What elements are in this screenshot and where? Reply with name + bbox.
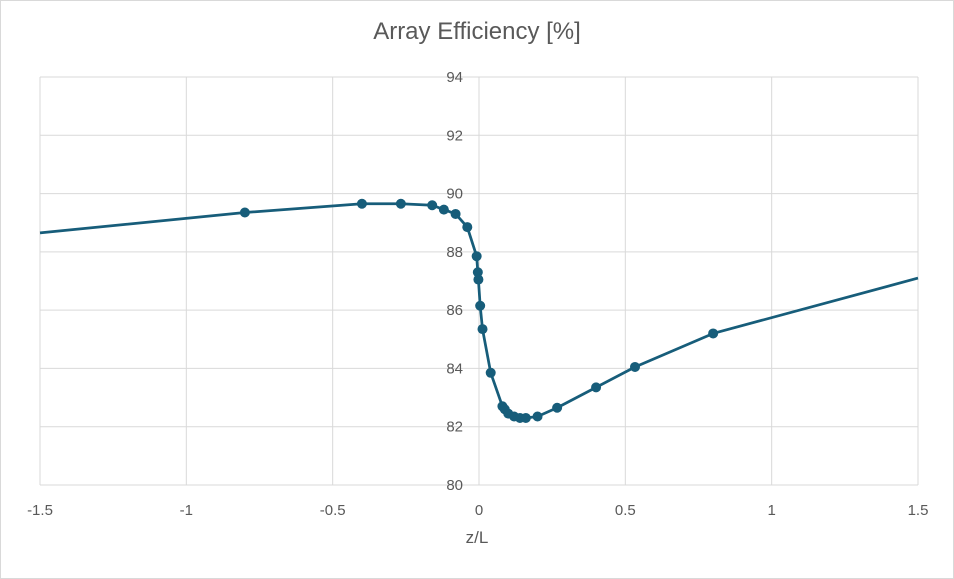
data-point-marker <box>438 204 449 215</box>
x-axis-title: z/L <box>465 528 489 547</box>
x-tick-label: -1 <box>180 502 193 519</box>
y-tick-label: 82 <box>446 419 463 436</box>
data-point-marker <box>532 411 543 422</box>
y-tick-label: 86 <box>446 302 463 319</box>
data-point-marker <box>520 412 531 423</box>
data-point-marker <box>356 198 367 209</box>
data-point-marker <box>427 200 438 211</box>
horizontal-gridlines <box>40 76 918 486</box>
data-point-marker <box>472 267 483 278</box>
data-point-marker <box>485 367 496 378</box>
chart-title: Array Efficiency [%] <box>373 18 581 45</box>
y-tick-label: 92 <box>446 127 463 144</box>
data-point-marker <box>475 300 486 311</box>
series-efficiency <box>39 198 919 423</box>
y-tick-label: 80 <box>446 477 463 494</box>
data-point-marker <box>629 361 640 372</box>
y-tick-label: 84 <box>446 360 463 377</box>
x-axis-tick-labels: -1.5 -1 -0.5 0 0.5 1 1.5 <box>27 502 928 519</box>
x-tick-label: 1 <box>767 502 775 519</box>
y-tick-label: 88 <box>446 244 463 261</box>
data-point-marker <box>239 207 250 218</box>
y-tick-label: 90 <box>446 186 463 203</box>
x-tick-label: 1.5 <box>908 502 929 519</box>
x-tick-label: -1.5 <box>27 502 53 519</box>
x-tick-label: -0.5 <box>320 502 346 519</box>
x-tick-label: 0 <box>475 502 483 519</box>
data-point-marker <box>552 402 563 413</box>
data-point-marker <box>477 324 488 335</box>
data-point-marker <box>591 382 602 393</box>
data-point-marker <box>708 328 719 339</box>
y-axis-tick-labels: 80 82 84 86 88 90 92 94 <box>446 69 463 494</box>
x-tick-label: 0.5 <box>615 502 636 519</box>
data-point-marker <box>395 198 406 209</box>
data-point-marker <box>462 222 473 233</box>
y-tick-label: 94 <box>446 69 463 86</box>
data-point-marker <box>450 208 461 219</box>
data-point-marker <box>473 274 484 285</box>
data-point-marker <box>471 251 482 262</box>
